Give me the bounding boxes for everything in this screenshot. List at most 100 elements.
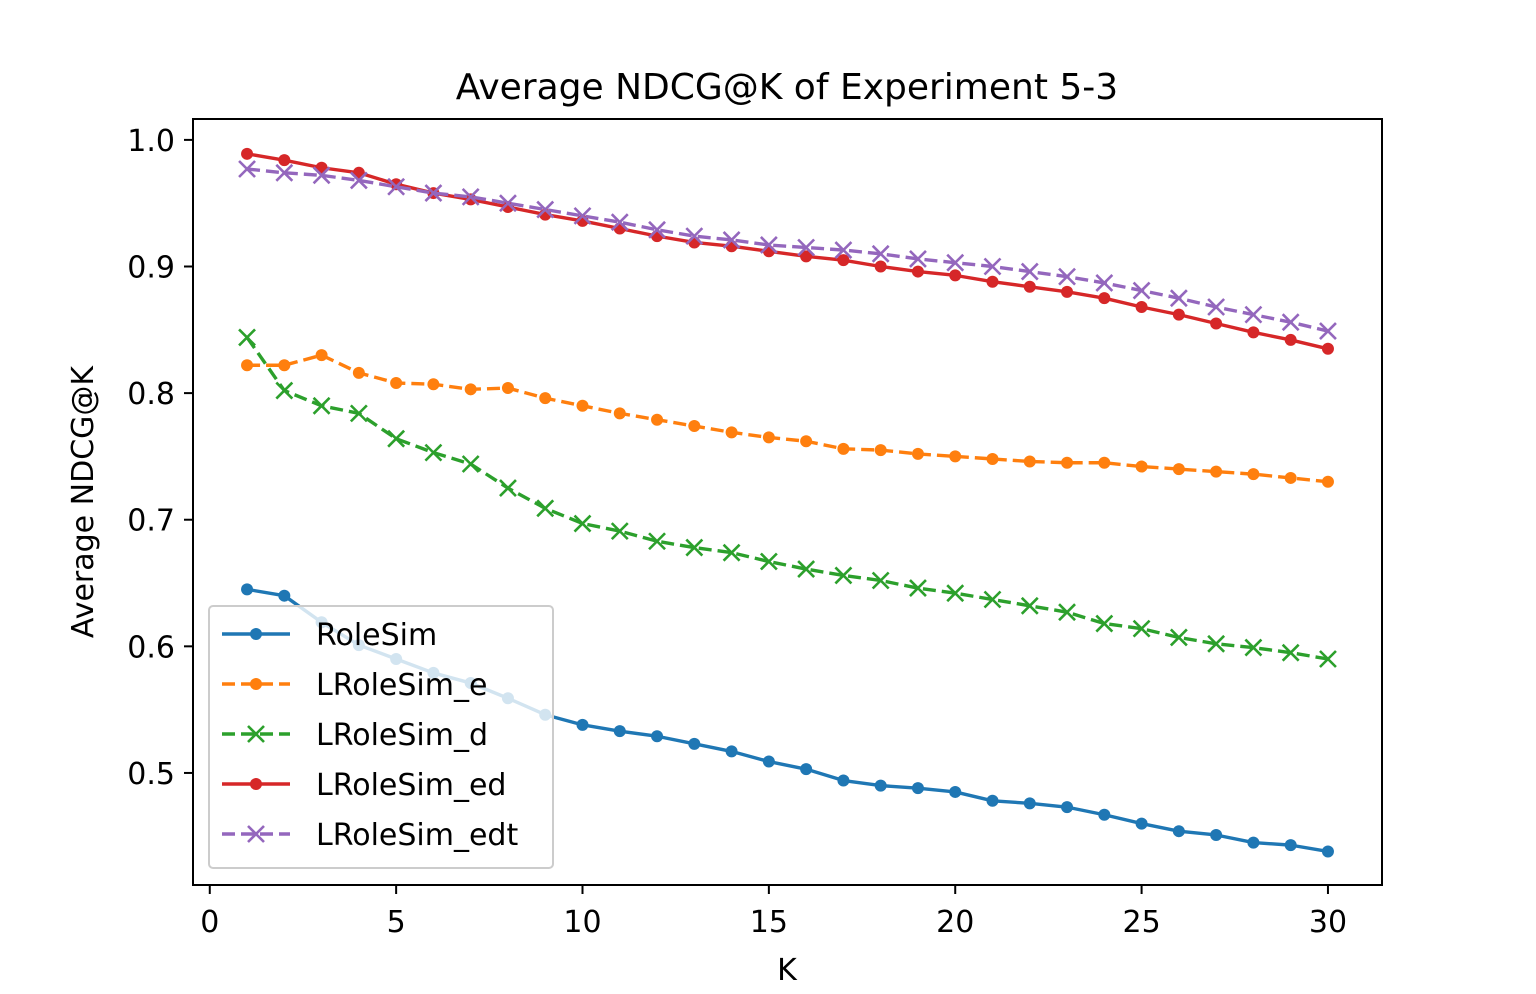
series-lrolesim_e-point (911, 447, 924, 460)
series-lrolesim_e-point (1247, 468, 1260, 481)
x-tick-label: 5 (387, 905, 406, 940)
series-lrolesim_edt-point (349, 171, 368, 190)
series-lrolesim_d-point (349, 404, 368, 423)
series-lrolesim_d-point (1020, 596, 1039, 615)
series-rolesim-point (986, 794, 999, 807)
y-tick-label: 0.5 (127, 757, 175, 792)
y-tick-label: 1.0 (127, 124, 175, 159)
series-lrolesim_e-point (725, 426, 738, 439)
x-tick-label: 30 (1309, 905, 1347, 940)
series-lrolesim_edt-point (1319, 322, 1337, 340)
series-rolesim-point (613, 725, 626, 738)
series-lrolesim_e-point (315, 349, 328, 362)
series-lrolesim_ed-point (1210, 317, 1223, 330)
series-lrolesim_d-point (685, 538, 704, 557)
series-lrolesim_e-point (390, 376, 403, 389)
y-tick-label: 0.7 (127, 504, 175, 539)
series-lrolesim_ed-point (1061, 285, 1074, 298)
x-tick-label: 20 (936, 905, 974, 940)
series-lrolesim_ed-point (241, 147, 254, 160)
series-lrolesim_d-point (387, 429, 406, 448)
series-rolesim-point (911, 782, 924, 795)
series-rolesim-point (278, 589, 291, 602)
legend-swatch-point (247, 825, 265, 843)
series-lrolesim_d-point (312, 396, 331, 415)
series-lrolesim_edt-point (312, 166, 331, 185)
series-lrolesim_e-point (874, 444, 887, 457)
legend-frame (208, 605, 554, 869)
series-lrolesim_ed-point (1023, 280, 1036, 293)
series-lrolesim_e-point (501, 382, 514, 395)
series-lrolesim_ed-point (800, 250, 813, 263)
legend-item: LRoleSim_ed (222, 768, 506, 803)
series-lrolesim_e-point (241, 359, 254, 372)
legend-swatch-point (247, 725, 265, 743)
series-lrolesim_d-point (1319, 650, 1337, 668)
plot-frame (192, 118, 1383, 886)
series-lrolesim_edt-point (610, 213, 629, 232)
x-tick-label: 0 (200, 905, 219, 940)
series-rolesim-point (688, 737, 701, 750)
series-lrolesim_e-point (539, 392, 552, 405)
series-lrolesim_e-point (1061, 456, 1074, 469)
legend-item: RoleSim (222, 618, 437, 653)
x-tick-label: 10 (563, 905, 601, 940)
series-lrolesim_e-point (1098, 456, 1111, 469)
series-lrolesim_ed-point (762, 245, 775, 258)
series-rolesim-point (762, 755, 775, 768)
series-lrolesim_d-point (1095, 614, 1114, 633)
series-rolesim-point (576, 718, 589, 731)
series-lrolesim_e-point (613, 407, 626, 420)
series-lrolesim_d-point (461, 455, 480, 473)
y-axis-label: Average NDCG@K (66, 365, 101, 638)
series-rolesim-point (1321, 845, 1334, 858)
series-lrolesim_d-point (648, 532, 666, 551)
y-tick-label: 0.8 (127, 377, 175, 412)
series-lrolesim_edt-point (1132, 281, 1151, 300)
series-rolesim-point (837, 774, 850, 787)
series-rolesim-point (1023, 797, 1036, 810)
legend-label: LRoleSim_e (316, 668, 487, 703)
series-lrolesim_ed-point (874, 260, 887, 273)
series-lrolesim_d-point (238, 328, 256, 347)
legend-label: RoleSim (316, 618, 437, 653)
series-lrolesim_edt-point (834, 241, 853, 259)
legend-label: LRoleSim_d (316, 718, 488, 753)
series-line-lrolesim_e (247, 353, 1329, 484)
series-lrolesim_edt-point (1095, 274, 1114, 292)
series-lrolesim_edt-point (797, 238, 816, 257)
series-lrolesim_d-point (275, 381, 294, 400)
series-lrolesim_d-point (499, 479, 517, 497)
series-lrolesim_e-point (278, 359, 291, 372)
x-axis: 0 5 10 15 20 25 30 (200, 885, 1347, 940)
series-lrolesim_ed-point (278, 154, 291, 167)
series-rolesim-point (1061, 801, 1074, 814)
series-lrolesim_edt-point (1020, 262, 1039, 281)
legend: RoleSim LRoleSim_e LRoleSim_d LRoleSim_ed LR… (208, 605, 554, 869)
series-lrolesim_d-point (871, 571, 890, 590)
series-lrolesim_edt-point (648, 220, 666, 239)
series-lrolesim_d-point (424, 443, 443, 462)
series-lrolesim_d-point (834, 566, 853, 585)
series-rolesim-point (949, 785, 962, 798)
series-lrolesim_ed-point (1172, 308, 1185, 321)
series-rolesim-point (241, 583, 254, 596)
series-lrolesim_d-point (759, 552, 778, 571)
series-lrolesim_edt-point (461, 187, 480, 206)
series-rolesim-point (1172, 825, 1185, 838)
series-lrolesim_d-point (610, 522, 629, 541)
series-rolesim-point (725, 745, 738, 758)
legend-swatch-point (250, 678, 262, 690)
series-lrolesim_d-point (983, 590, 1002, 609)
y-tick-label: 0.6 (127, 630, 175, 665)
series-rolesim-point (1247, 836, 1260, 849)
series-lrolesim_d-point (1207, 634, 1226, 653)
series-lrolesim_e-point (762, 431, 775, 444)
series-rolesim-point (1098, 808, 1111, 821)
series-lrolesim_ed-point (1098, 292, 1111, 305)
series-lrolesim_edt-point (573, 206, 592, 225)
y-axis: 0.5 0.6 0.7 0.8 0.9 1.0 (127, 124, 193, 792)
series-lrolesim_d-point (797, 560, 816, 579)
y-tick-label: 0.9 (127, 251, 175, 286)
series-lrolesim_ed-point (1284, 333, 1297, 346)
